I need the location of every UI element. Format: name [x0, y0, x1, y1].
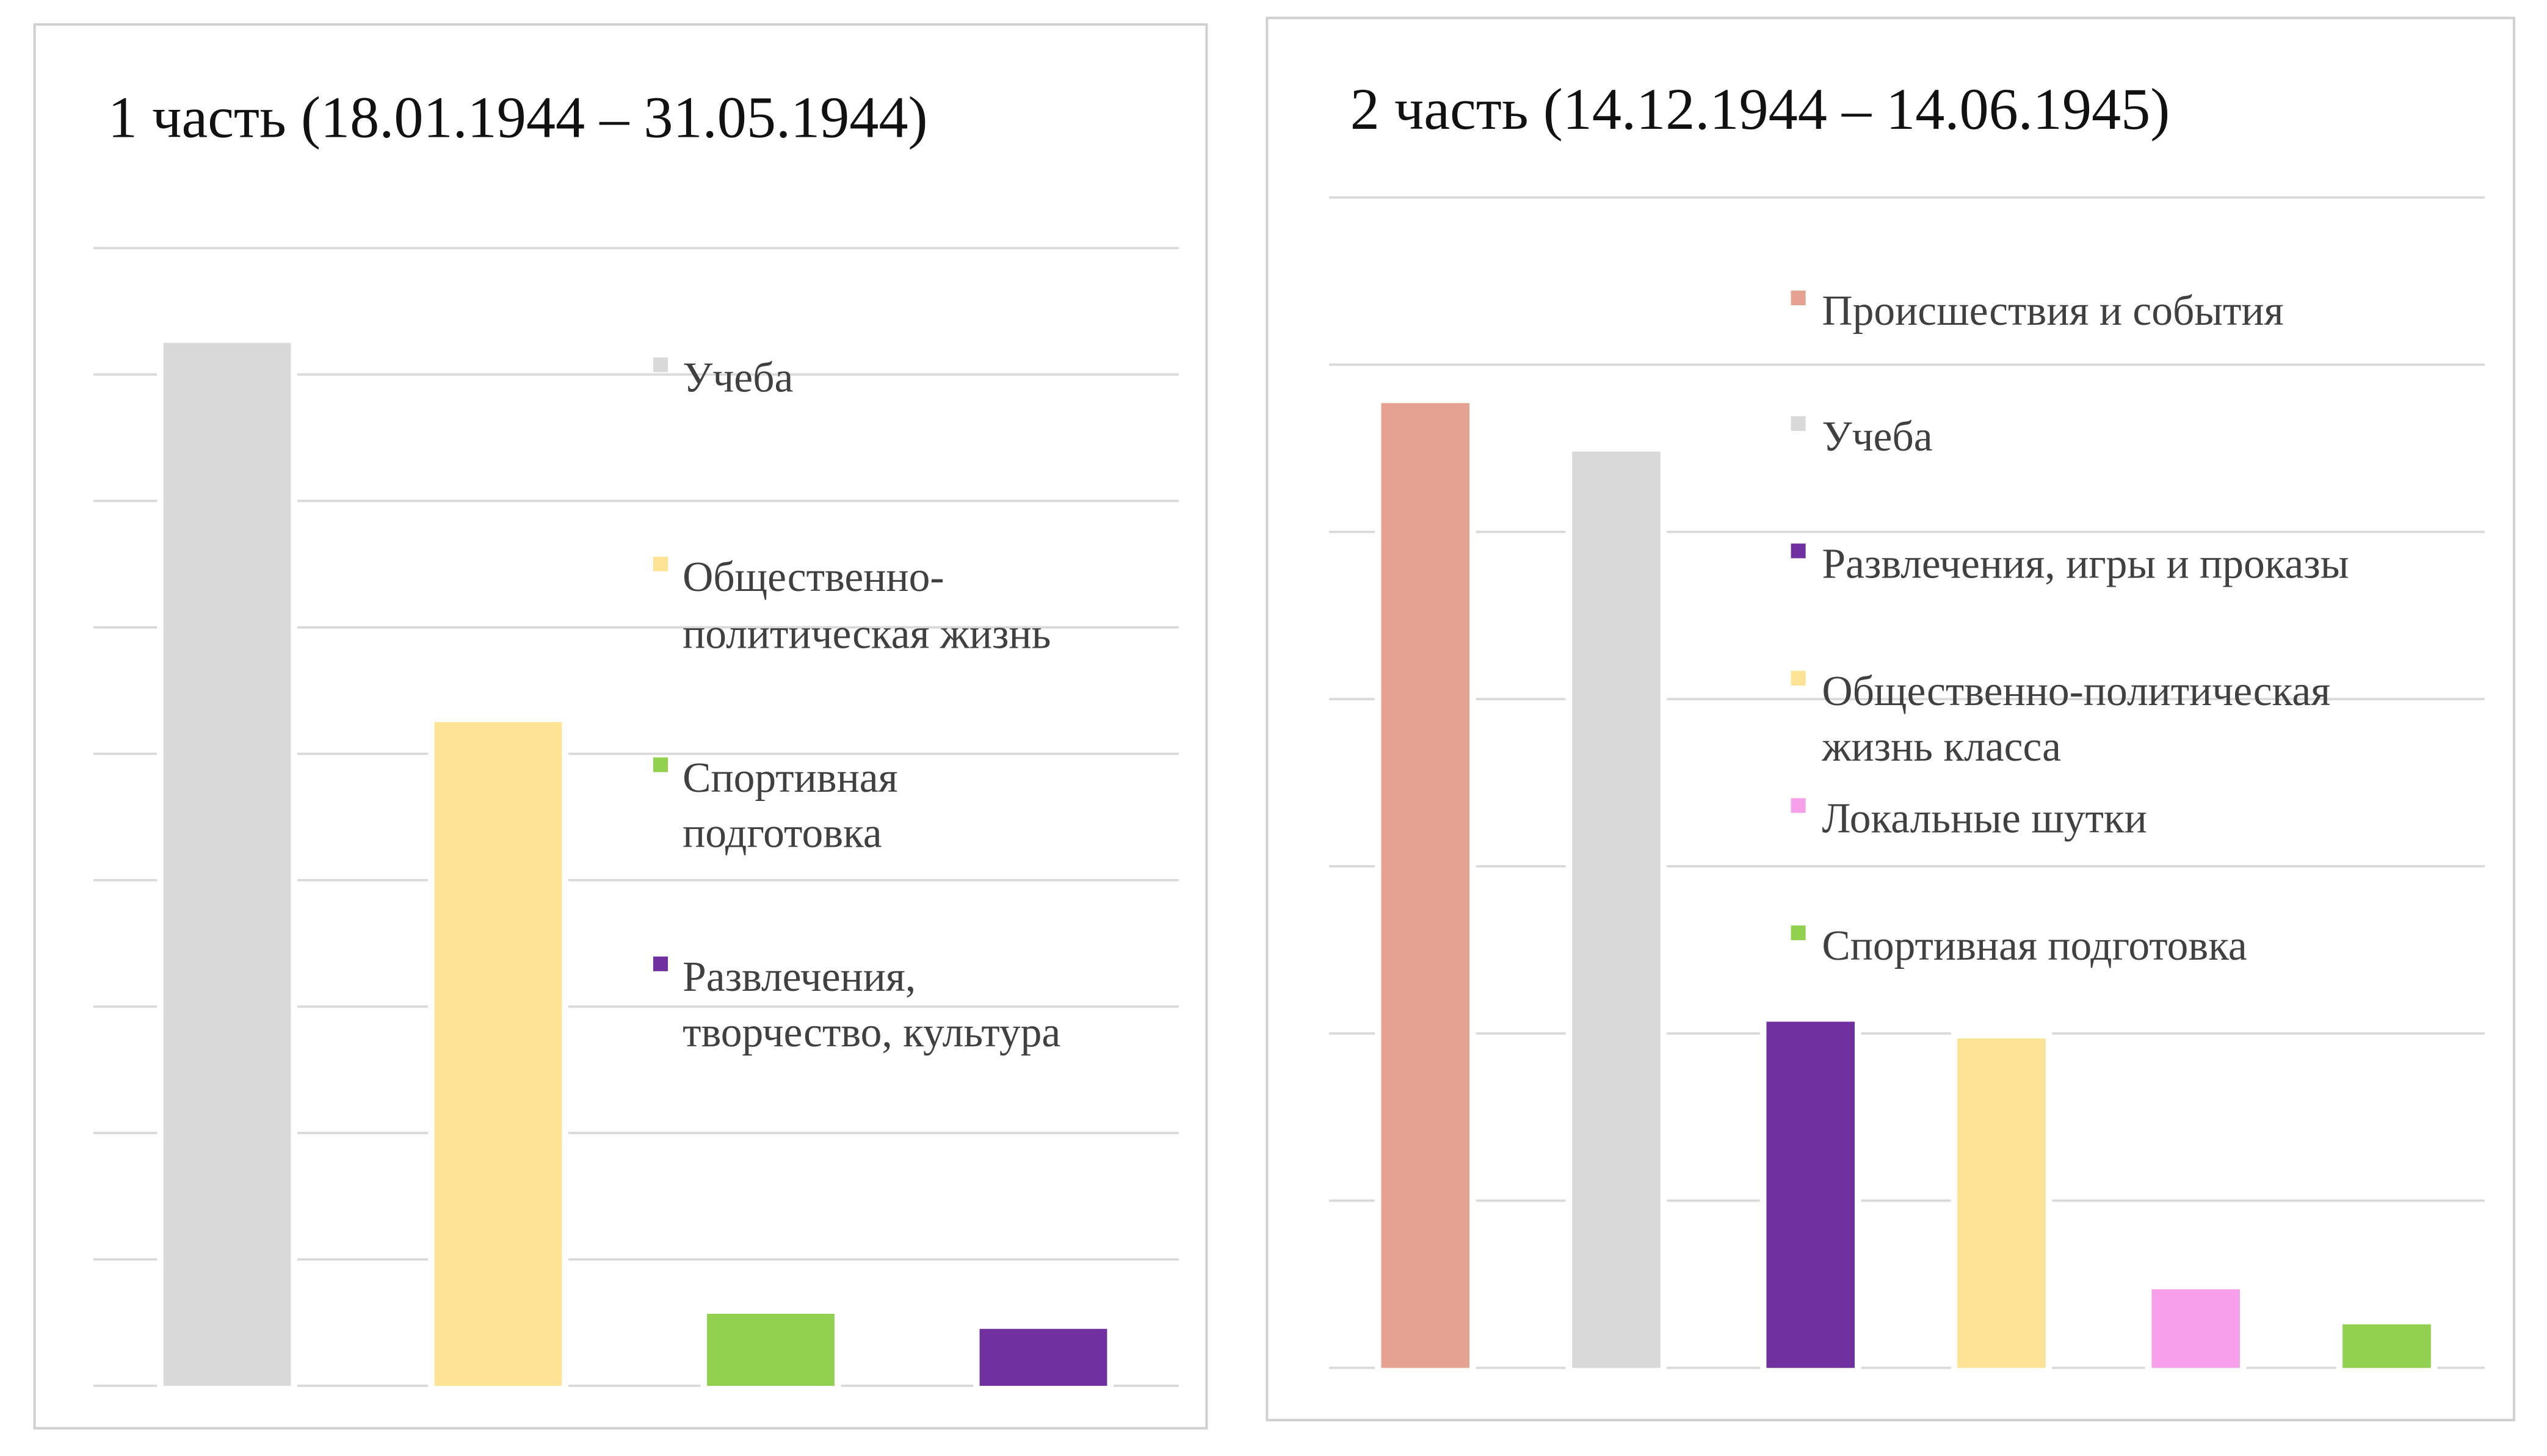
chart-2-title: 2 часть (14.12.1944 – 14.06.1945) [1350, 76, 2170, 142]
legend-label: Локальные шутки [1822, 795, 2147, 842]
legend-label: Общественно-политическая жизнь [683, 554, 1051, 658]
legend-label: Общественно-политическая жизнь класса [1821, 668, 2330, 770]
legend-marker [653, 956, 668, 971]
chart-1-plot: Учеба Общественно-политическая жизнь Спорт… [93, 247, 1179, 1393]
bar-fill [2151, 1289, 2240, 1368]
legend-label-line: Учеба [1822, 413, 1932, 460]
bar-fill [434, 722, 562, 1386]
bar-fill [979, 1328, 1107, 1386]
bar-fill [163, 342, 291, 1386]
legend-label-line: Локальные шутки [1822, 795, 2147, 842]
chart-1: 1 часть (18.01.1944 – 31.05.1944) Учеба О… [33, 23, 1208, 1430]
legend-label-line: Развлечения, игры и проказы [1822, 541, 2349, 588]
legend-label: Спортивная подготовка [1822, 922, 2247, 969]
legend-label-line: Общественно- [683, 554, 944, 601]
bar-fill [1572, 451, 1661, 1368]
legend-label-line: жизнь класса [1821, 723, 2061, 770]
legend-label: Учеба [683, 355, 793, 402]
legend-label: Спортивная подготовка [683, 755, 898, 857]
legend-label-line: Учеба [683, 355, 793, 402]
legend-label: Развлечения, творчество, культура [683, 954, 1060, 1056]
legend-marker [653, 556, 668, 571]
legend-label-line: Спортивная подготовка [1822, 922, 2247, 969]
bar-fill [2342, 1324, 2431, 1368]
chart-2-plot: Происшествия и события Учеба Развлечения, … [1328, 196, 2485, 1375]
legend-marker [1791, 290, 1806, 305]
legend-label: Развлечения, игры и проказы [1822, 541, 2349, 588]
legend-marker [1791, 543, 1806, 559]
legend-label-line: Развлечения, [683, 954, 916, 1001]
legend-marker [653, 357, 668, 372]
bar-fill [1381, 403, 1469, 1368]
chart-2: 2 часть (14.12.1944 – 14.06.1945) Происш… [1266, 16, 2516, 1422]
legend-label-line: творчество, культура [683, 1009, 1060, 1056]
legend-label: Учеба [1822, 413, 1932, 460]
bar-fill [707, 1313, 835, 1386]
chart-1-title: 1 часть (18.01.1944 – 31.05.1944) [108, 85, 928, 150]
legend-label-line: политическая жизнь [683, 610, 1051, 657]
legend-label-line: Общественно-политическая [1822, 668, 2330, 715]
legend-marker [1791, 925, 1806, 941]
legend-marker [1791, 670, 1806, 686]
legend-label: Происшествия и события [1822, 288, 2283, 335]
legend-label-line: Спортивная [683, 755, 898, 802]
bar-fill [1766, 1021, 1855, 1368]
bar-fill [1957, 1038, 2046, 1368]
legend-marker [1791, 416, 1806, 431]
legend-marker [1791, 798, 1806, 813]
legend-label-line: подготовка [683, 810, 882, 857]
legend-marker [653, 757, 668, 772]
legend-label-line: Происшествия и события [1822, 288, 2283, 335]
